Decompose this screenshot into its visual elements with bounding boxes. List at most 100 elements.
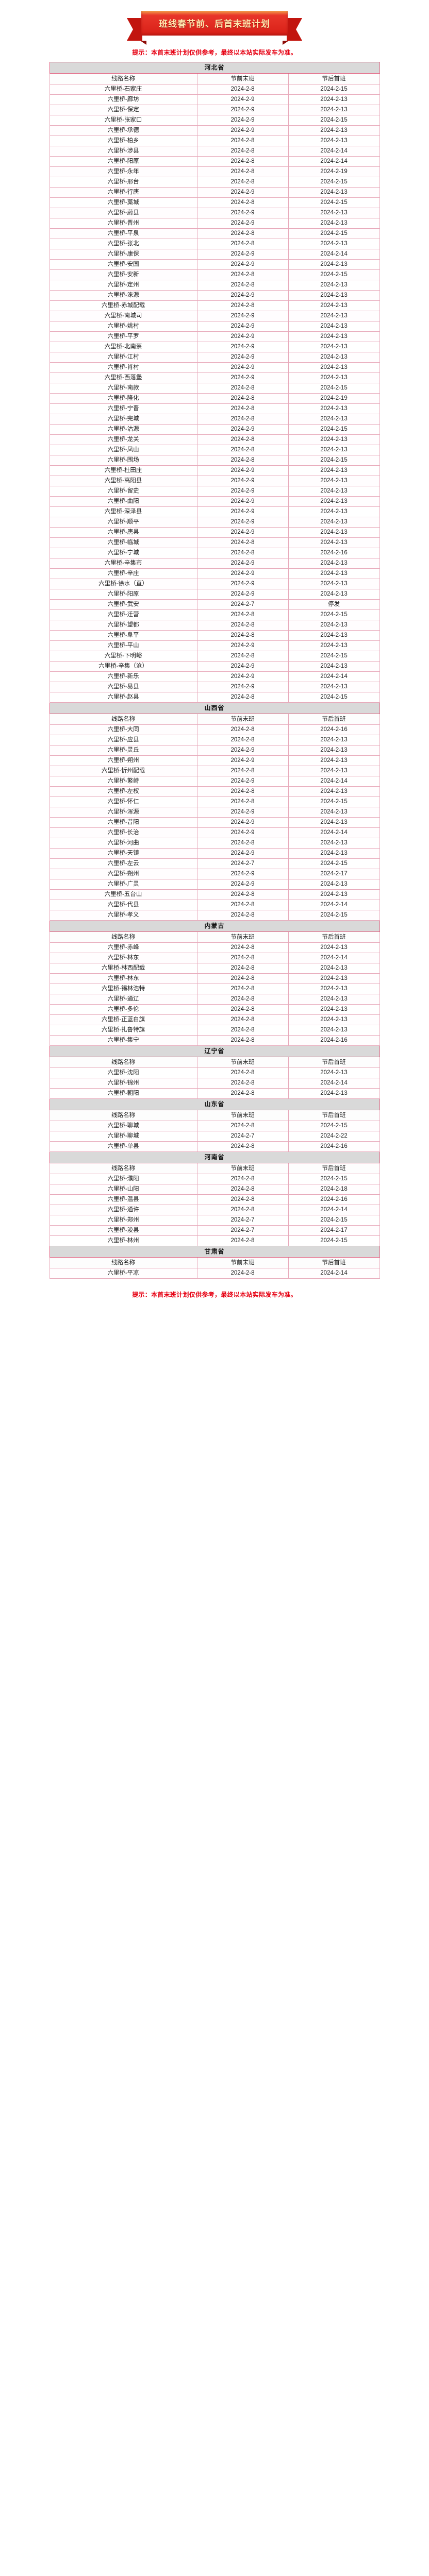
- route-name-cell: 六里桥-林东: [49, 973, 197, 984]
- first-bus-after-cell: 2024-2-13: [288, 476, 380, 486]
- table-row: 六里桥-武安 2024-2-7 停发: [49, 599, 380, 610]
- first-bus-after-cell: 2024-2-13: [288, 817, 380, 828]
- first-bus-after-cell: 2024-2-13: [288, 414, 380, 425]
- column-header-cell: 线路名称: [49, 714, 197, 725]
- last-bus-before-cell: 2024-2-8: [196, 692, 289, 703]
- route-name-cell: 六里桥-多伦: [49, 1004, 197, 1015]
- table-row: 六里桥-涉县 2024-2-8 2024-2-14: [49, 146, 380, 157]
- table-row: 六里桥-晋州 2024-2-9 2024-2-13: [49, 218, 380, 229]
- table-row: 六里桥-单县 2024-2-8 2024-2-16: [49, 1141, 380, 1152]
- last-bus-before-cell: 2024-2-9: [196, 476, 289, 486]
- route-name-cell: 六里桥-平罗: [49, 331, 197, 342]
- route-name-cell: 六里桥-张北: [49, 239, 197, 249]
- last-bus-before-cell: 2024-2-8: [196, 910, 289, 921]
- table-row: 六里桥-邢台 2024-2-8 2024-2-15: [49, 177, 380, 188]
- table-row: 六里桥-林州 2024-2-8 2024-2-15: [49, 1235, 380, 1246]
- last-bus-before-cell: 2024-2-8: [196, 1067, 289, 1078]
- route-name-cell: 六里桥-朔州: [49, 869, 197, 879]
- first-bus-after-cell: 2024-2-13: [288, 994, 380, 1005]
- last-bus-before-cell: 2024-2-8: [196, 383, 289, 394]
- table-row: 六里桥-平山 2024-2-9 2024-2-13: [49, 640, 380, 651]
- column-header-cell: 节前末班: [196, 73, 289, 84]
- first-bus-after-cell: 2024-2-13: [288, 640, 380, 651]
- table-row: 六里桥-阳原 2024-2-9 2024-2-13: [49, 589, 380, 600]
- table-row: 六里桥-朔州 2024-2-9 2024-2-17: [49, 869, 380, 879]
- route-name-cell: 六里桥-朝阳: [49, 1088, 197, 1099]
- last-bus-before-cell: 2024-2-9: [196, 94, 289, 105]
- route-name-cell: 六里桥-廊坊: [49, 94, 197, 105]
- route-name-cell: 六里桥-行唐: [49, 187, 197, 198]
- route-name-cell: 六里桥-长治: [49, 827, 197, 838]
- first-bus-after-cell: 2024-2-13: [288, 342, 380, 352]
- table-row: 六里桥-北南蔡 2024-2-9 2024-2-13: [49, 342, 380, 352]
- table-row: 六里桥-定州 2024-2-8 2024-2-13: [49, 280, 380, 291]
- table-row: 六里桥-灵丘 2024-2-9 2024-2-13: [49, 745, 380, 756]
- first-bus-after-cell: 2024-2-13: [288, 568, 380, 579]
- first-bus-after-cell: 2024-2-13: [288, 331, 380, 342]
- first-bus-after-cell: 2024-2-14: [288, 146, 380, 157]
- table-row: 六里桥-龙关 2024-2-8 2024-2-13: [49, 434, 380, 445]
- last-bus-before-cell: 2024-2-9: [196, 661, 289, 672]
- last-bus-before-cell: 2024-2-9: [196, 187, 289, 198]
- schedule-table-body: 河北省 线路名称 节前末班 节后首班 六里桥-石家庄 2024-2-8 2024-2-15 六…: [49, 62, 380, 1279]
- route-name-cell: 六里桥-濮阳: [49, 1174, 197, 1184]
- route-name-cell: 六里桥-阳原: [49, 156, 197, 167]
- first-bus-after-cell: 2024-2-13: [288, 1088, 380, 1099]
- first-bus-after-cell: 2024-2-13: [288, 94, 380, 105]
- column-header-row: 线路名称 节前末班 节后首班: [49, 1257, 380, 1268]
- route-name-cell: 六里桥-沈阳: [49, 1067, 197, 1078]
- first-bus-after-cell: 2024-2-13: [288, 1014, 380, 1025]
- table-row: 六里桥-山阳 2024-2-8 2024-2-18: [49, 1184, 380, 1195]
- table-row: 六里桥-孝义 2024-2-8 2024-2-15: [49, 910, 380, 921]
- province-name: 内蒙古: [49, 920, 380, 932]
- route-name-cell: 六里桥-凤山: [49, 445, 197, 455]
- first-bus-after-cell: 2024-2-13: [288, 321, 380, 332]
- first-bus-after-cell: 2024-2-15: [288, 1215, 380, 1226]
- route-name-cell: 六里桥-通许: [49, 1205, 197, 1215]
- first-bus-after-cell: 2024-2-13: [288, 372, 380, 383]
- first-bus-after-cell: 2024-2-13: [288, 280, 380, 291]
- last-bus-before-cell: 2024-2-9: [196, 579, 289, 589]
- first-bus-after-cell: 2024-2-13: [288, 486, 380, 497]
- table-row: 六里桥-沽源 2024-2-9 2024-2-15: [49, 424, 380, 435]
- table-row: 六里桥-凤山 2024-2-8 2024-2-13: [49, 445, 380, 455]
- last-bus-before-cell: 2024-2-9: [196, 342, 289, 352]
- first-bus-after-cell: 2024-2-15: [288, 796, 380, 807]
- first-bus-after-cell: 2024-2-14: [288, 953, 380, 963]
- route-name-cell: 六里桥-宁晋: [49, 403, 197, 414]
- first-bus-after-cell: 2024-2-13: [288, 755, 380, 766]
- route-name-cell: 六里桥-唐县: [49, 527, 197, 538]
- route-name-cell: 六里桥-武安: [49, 599, 197, 610]
- route-name-cell: 六里桥-石家庄: [49, 84, 197, 95]
- route-name-cell: 六里桥-赤峰: [49, 942, 197, 953]
- first-bus-after-cell: 2024-2-13: [288, 311, 380, 321]
- table-row: 六里桥-河曲 2024-2-8 2024-2-13: [49, 838, 380, 849]
- last-bus-before-cell: 2024-2-9: [196, 331, 289, 342]
- route-name-cell: 六里桥-留史: [49, 486, 197, 497]
- table-row: 六里桥-新乐 2024-2-9 2024-2-14: [49, 671, 380, 682]
- first-bus-after-cell: 2024-2-13: [288, 352, 380, 363]
- table-row: 六里桥-平凉 2024-2-8 2024-2-14: [49, 1268, 380, 1279]
- last-bus-before-cell: 2024-2-8: [196, 900, 289, 910]
- table-row: 六里桥-柏乡 2024-2-8 2024-2-13: [49, 135, 380, 146]
- first-bus-after-cell: 2024-2-13: [288, 807, 380, 818]
- last-bus-before-cell: 2024-2-8: [196, 228, 289, 239]
- first-bus-after-cell: 2024-2-13: [288, 973, 380, 984]
- route-name-cell: 六里桥-藁城: [49, 197, 197, 208]
- schedule-table: 河北省 线路名称 节前末班 节后首班 六里桥-石家庄 2024-2-8 2024-2-15 六…: [49, 62, 380, 1279]
- last-bus-before-cell: 2024-2-8: [196, 838, 289, 849]
- route-name-cell: 六里桥-承德: [49, 125, 197, 136]
- last-bus-before-cell: 2024-2-9: [196, 589, 289, 600]
- last-bus-before-cell: 2024-2-9: [196, 807, 289, 818]
- route-name-cell: 六里桥-林东: [49, 953, 197, 963]
- table-row: 六里桥-聊城 2024-2-8 2024-2-15: [49, 1121, 380, 1131]
- last-bus-before-cell: 2024-2-9: [196, 517, 289, 528]
- first-bus-after-cell: 2024-2-16: [288, 1141, 380, 1152]
- last-bus-before-cell: 2024-2-8: [196, 1035, 289, 1046]
- banner-title: 班线春节前、后首末班计划: [141, 11, 288, 36]
- last-bus-before-cell: 2024-2-8: [196, 1004, 289, 1015]
- route-name-cell: 六里桥-顺平: [49, 517, 197, 528]
- first-bus-after-cell: 2024-2-15: [288, 228, 380, 239]
- table-row: 六里桥-迁营 2024-2-8 2024-2-15: [49, 609, 380, 620]
